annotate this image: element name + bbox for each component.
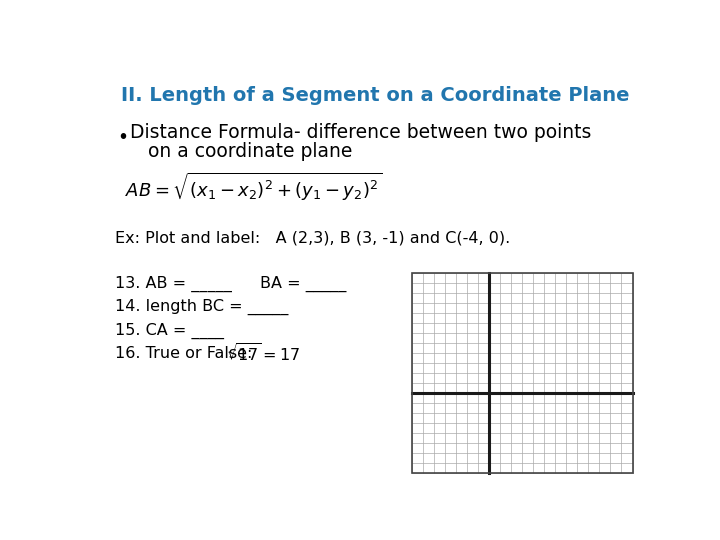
Text: 13. AB = _____: 13. AB = _____: [114, 276, 232, 292]
Bar: [412, 273, 632, 473]
Text: $AB = \sqrt{(x_1 - x_2)^2 + (y_1 - y_2)^2}$: $AB = \sqrt{(x_1 - x_2)^2 + (y_1 - y_2)^…: [125, 170, 382, 202]
Text: Ex: Plot and label:   A (2,3), B (3, -1) and C(-4, 0).: Ex: Plot and label: A (2,3), B (3, -1) a…: [114, 231, 510, 246]
Text: 16. True or False:: 16. True or False:: [114, 346, 252, 361]
Text: $\sqrt{17} = 17$: $\sqrt{17} = 17$: [225, 342, 300, 365]
Text: Distance Formula- difference between two points: Distance Formula- difference between two…: [130, 123, 592, 142]
Text: on a coordinate plane: on a coordinate plane: [130, 141, 353, 160]
Text: BA = _____: BA = _____: [261, 276, 347, 292]
Text: 15. CA = ____: 15. CA = ____: [114, 322, 224, 339]
Text: II. Length of a Segment on a Coordinate Plane: II. Length of a Segment on a Coordinate …: [121, 86, 629, 105]
Text: •: •: [117, 129, 128, 147]
Text: 14. length BC = _____: 14. length BC = _____: [114, 299, 288, 315]
